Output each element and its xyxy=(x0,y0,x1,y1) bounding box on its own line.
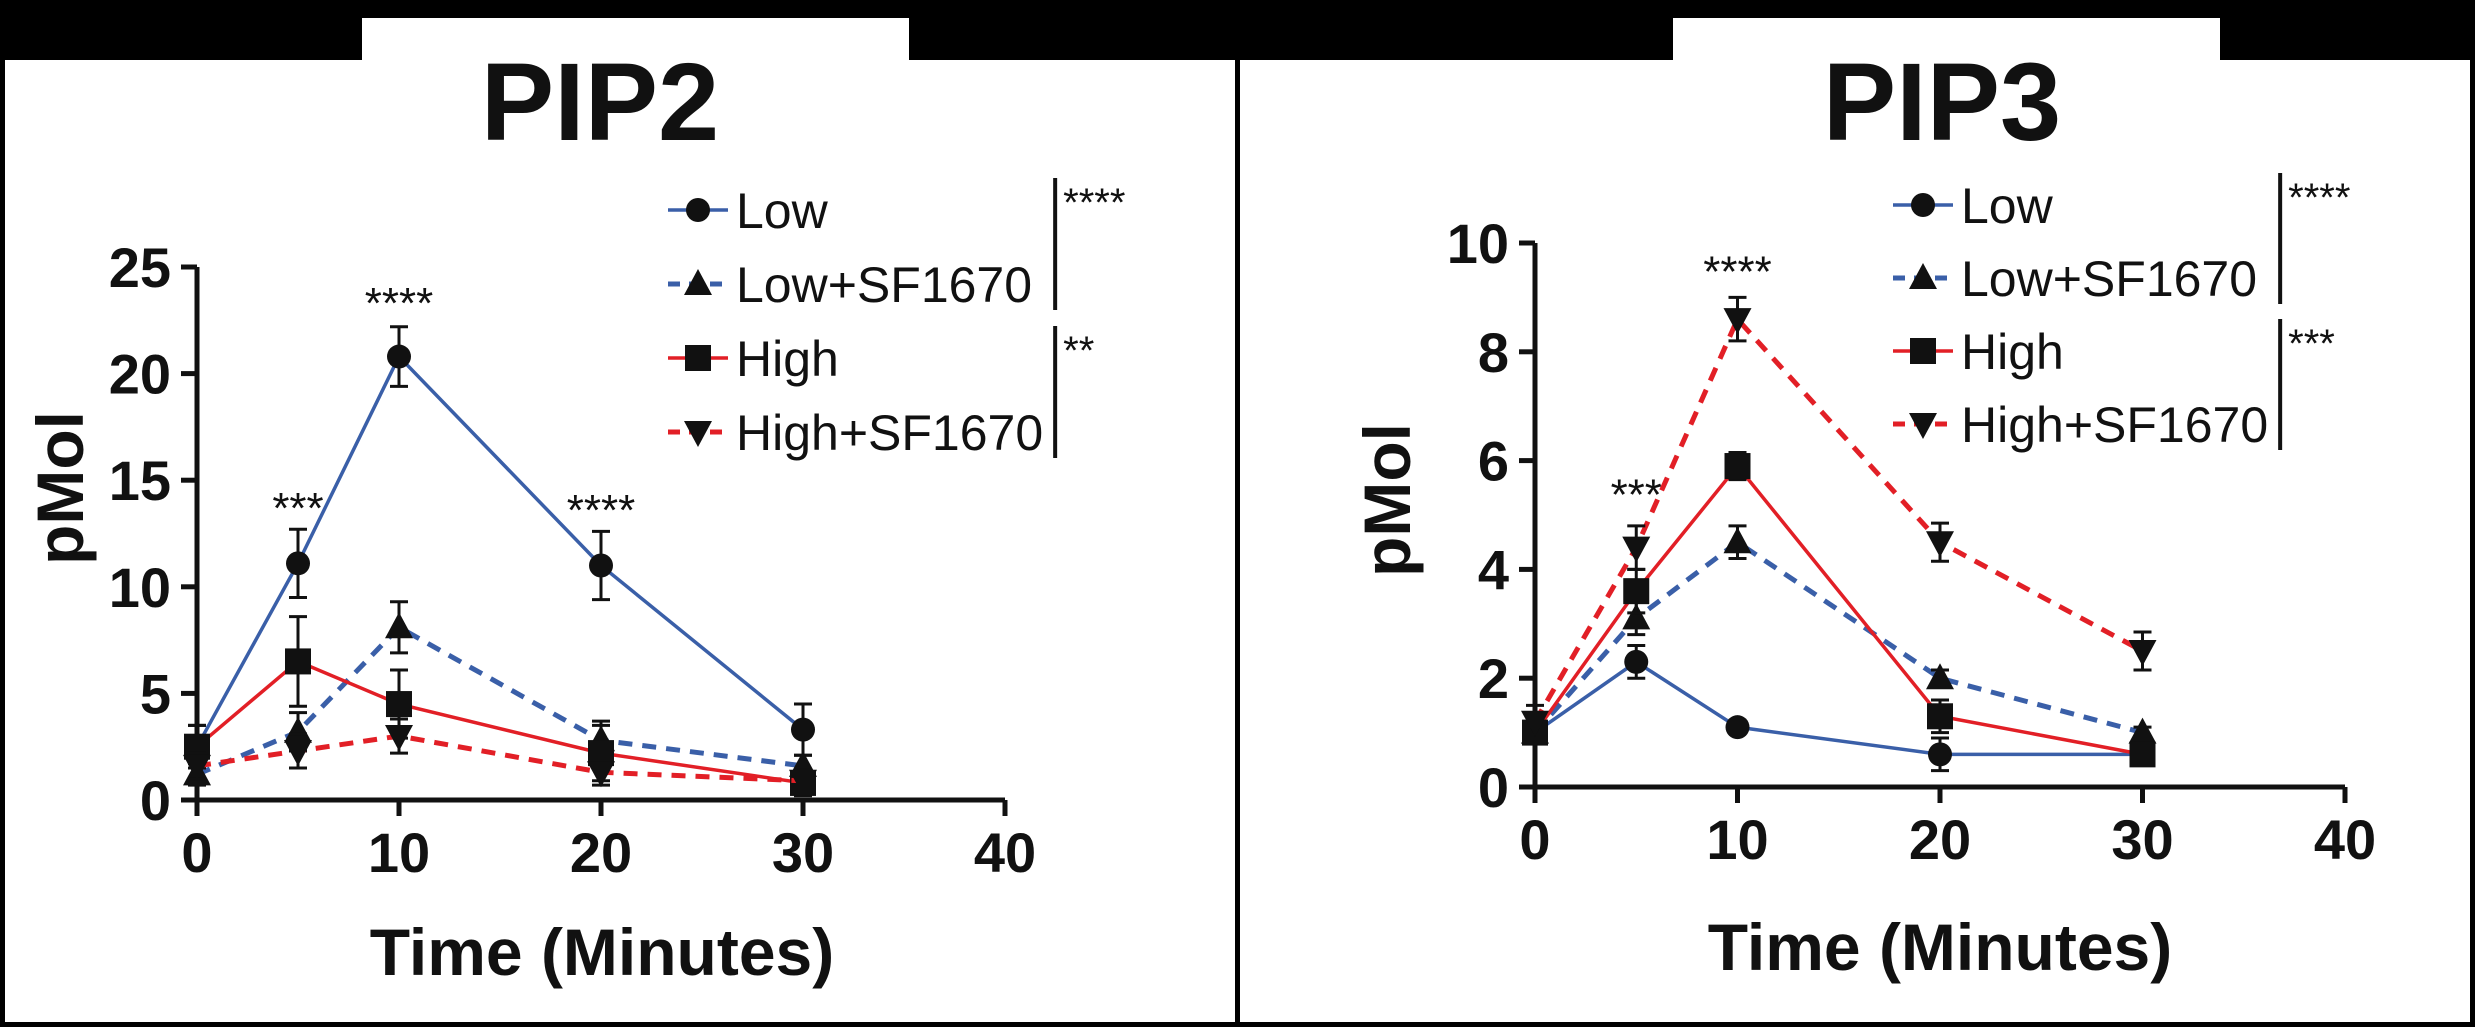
y-axis-label: pMol xyxy=(1350,423,1424,577)
data-point xyxy=(1926,663,1954,690)
significance-label: *** xyxy=(272,484,323,533)
data-point xyxy=(587,761,615,788)
data-point xyxy=(1927,703,1953,730)
data-point xyxy=(387,344,411,369)
data-point xyxy=(386,691,412,718)
x-tick-label: 30 xyxy=(2111,808,2173,871)
legend-label: High+SF1670 xyxy=(1961,397,2268,453)
y-axis-label: pMol xyxy=(23,411,97,565)
y-tick-label: 0 xyxy=(1478,756,1509,819)
title-tab-pip3 xyxy=(1673,18,2220,68)
legend-marker xyxy=(686,198,710,222)
x-tick-label: 0 xyxy=(1519,808,1550,871)
chart-pip3: PIP3 pMol Time (Minutes) 0 2 4 6 8 10 0 10 20 30 4… xyxy=(1350,41,2376,984)
legend-marker xyxy=(1910,338,1936,364)
legend-label: High+SF1670 xyxy=(736,405,1043,461)
y-tick-label: 8 xyxy=(1478,321,1509,384)
series-line-low-sf1670 xyxy=(196,624,804,777)
data-point xyxy=(1724,453,1751,480)
x-tick-label: 40 xyxy=(2314,808,2376,871)
data-point xyxy=(589,553,613,578)
y-tick-label: 4 xyxy=(1478,538,1509,601)
data-point xyxy=(791,717,815,742)
x-axis-label: Time (Minutes) xyxy=(1708,910,2172,984)
data-point xyxy=(286,551,310,576)
y-tick-label: 15 xyxy=(109,449,171,512)
legend-marker xyxy=(1909,413,1937,439)
legend-label: Low+SF1670 xyxy=(736,257,1032,313)
y-tick-label: 10 xyxy=(1447,212,1509,275)
data-point xyxy=(789,769,817,796)
x-tick-label: 0 xyxy=(181,821,212,884)
significance-label: **** xyxy=(567,486,636,535)
data-point xyxy=(1926,531,1954,558)
x-tick-label: 10 xyxy=(368,821,430,884)
data-point xyxy=(284,739,312,766)
chart-pip2: PIP2 pMol Time (Minutes) 0 5 10 15 20 25 0 10 20… xyxy=(23,41,1125,989)
data-point xyxy=(2128,640,2157,666)
series-line-low-sf1670 xyxy=(1533,539,2144,736)
legend-bracket-label: *** xyxy=(2288,322,2335,366)
legend-marker xyxy=(684,421,712,447)
data-point xyxy=(1622,603,1651,630)
series-line-high-sf1670 xyxy=(1532,314,2144,723)
y-tick-label: 0 xyxy=(140,769,171,832)
data-point xyxy=(2129,741,2156,768)
data-point xyxy=(2128,717,2157,744)
legend-label: Low+SF1670 xyxy=(1961,251,2257,307)
x-axis-label: Time (Minutes) xyxy=(370,915,834,989)
legend-label: Low xyxy=(736,183,829,239)
y-tick-label: 10 xyxy=(109,556,171,619)
significance-label: **** xyxy=(1703,248,1772,297)
x-tick-label: 30 xyxy=(772,821,834,884)
data-point xyxy=(1624,649,1649,674)
legend-marker xyxy=(1909,263,1937,289)
legend-label: High xyxy=(1961,324,2064,380)
x-tick-label: 20 xyxy=(570,821,632,884)
legend-label: Low xyxy=(1961,178,2054,234)
legend-bracket-label: **** xyxy=(2288,176,2350,220)
y-tick-label: 2 xyxy=(1478,647,1509,710)
legend-bracket-label: ** xyxy=(1063,329,1094,373)
chart-title: PIP3 xyxy=(1823,41,2061,164)
data-point xyxy=(284,716,312,743)
legend-marker xyxy=(684,269,712,295)
legend-marker xyxy=(1911,193,1935,217)
y-tick-label: 6 xyxy=(1478,430,1509,493)
chart-title: PIP2 xyxy=(481,41,719,164)
legend-label: High xyxy=(736,331,839,387)
data-point xyxy=(1723,308,1752,335)
data-point xyxy=(285,648,311,675)
x-tick-label: 40 xyxy=(974,821,1036,884)
panel-background-pip3 xyxy=(1240,60,2470,1022)
data-point xyxy=(1725,715,1750,740)
data-point xyxy=(1928,742,1952,767)
significance-label: **** xyxy=(365,279,434,328)
data-point xyxy=(1623,578,1650,605)
data-point xyxy=(1521,710,1549,737)
panel-background-pip2 xyxy=(5,60,1235,1022)
y-tick-label: 25 xyxy=(109,236,171,299)
title-tab-pip2 xyxy=(362,18,909,68)
data-point xyxy=(1723,527,1752,554)
data-point xyxy=(183,754,211,781)
legend-bracket-label: **** xyxy=(1063,181,1125,225)
significance-label: *** xyxy=(1611,471,1662,520)
data-point xyxy=(385,612,413,639)
y-tick-label: 20 xyxy=(109,343,171,406)
legend-marker xyxy=(685,345,711,371)
data-point xyxy=(385,725,413,752)
y-tick-label: 5 xyxy=(140,662,171,725)
data-point xyxy=(1622,536,1651,563)
x-tick-label: 20 xyxy=(1909,808,1971,871)
x-tick-label: 10 xyxy=(1706,808,1768,871)
